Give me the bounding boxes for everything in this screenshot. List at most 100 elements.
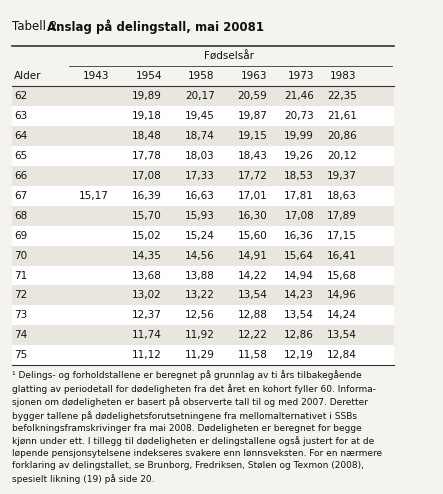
Text: 1943: 1943 — [83, 71, 109, 82]
Text: 19,26: 19,26 — [284, 151, 314, 161]
Text: 12,37: 12,37 — [132, 310, 162, 320]
Text: 15,24: 15,24 — [185, 231, 215, 241]
Text: 1958: 1958 — [188, 71, 215, 82]
Text: 75: 75 — [14, 350, 27, 360]
Bar — [12, 106, 394, 126]
Text: 14,56: 14,56 — [185, 250, 215, 261]
Text: 18,03: 18,03 — [185, 151, 215, 161]
Text: 15,02: 15,02 — [132, 231, 162, 241]
Bar — [12, 305, 394, 325]
Text: 13,54: 13,54 — [237, 290, 268, 300]
Text: 1983: 1983 — [330, 71, 357, 82]
Text: 63: 63 — [14, 111, 27, 121]
Text: 12,22: 12,22 — [237, 330, 268, 340]
Text: 11,74: 11,74 — [132, 330, 162, 340]
Text: 14,35: 14,35 — [132, 250, 162, 261]
Text: 20,73: 20,73 — [284, 111, 314, 121]
Text: 18,48: 18,48 — [132, 131, 162, 141]
Text: 65: 65 — [14, 151, 27, 161]
Bar — [12, 86, 394, 106]
Text: 74: 74 — [14, 330, 27, 340]
Text: 13,54: 13,54 — [284, 310, 314, 320]
Text: 18,74: 18,74 — [185, 131, 215, 141]
Text: 15,17: 15,17 — [79, 191, 109, 201]
Text: Anslag på delingstall, mai 20081: Anslag på delingstall, mai 20081 — [47, 20, 264, 35]
Text: 11,29: 11,29 — [185, 350, 215, 360]
Text: 17,33: 17,33 — [185, 171, 215, 181]
Text: 11,92: 11,92 — [185, 330, 215, 340]
Bar — [12, 286, 394, 305]
Text: 11,12: 11,12 — [132, 350, 162, 360]
Text: 20,86: 20,86 — [327, 131, 357, 141]
Text: 15,70: 15,70 — [132, 211, 162, 221]
Text: 16,39: 16,39 — [132, 191, 162, 201]
Text: Alder: Alder — [14, 71, 42, 82]
Text: 12,86: 12,86 — [284, 330, 314, 340]
Text: 11,58: 11,58 — [237, 350, 268, 360]
Text: 19,37: 19,37 — [327, 171, 357, 181]
Text: 20,59: 20,59 — [238, 91, 268, 101]
Text: 19,99: 19,99 — [284, 131, 314, 141]
Bar — [12, 206, 394, 226]
Text: 19,15: 19,15 — [237, 131, 268, 141]
Text: 19,18: 19,18 — [132, 111, 162, 121]
Text: 18,53: 18,53 — [284, 171, 314, 181]
Text: 13,54: 13,54 — [327, 330, 357, 340]
Text: 14,24: 14,24 — [327, 310, 357, 320]
Text: 64: 64 — [14, 131, 27, 141]
Text: 19,87: 19,87 — [237, 111, 268, 121]
Text: 70: 70 — [14, 250, 27, 261]
Text: 17,78: 17,78 — [132, 151, 162, 161]
Text: 71: 71 — [14, 271, 27, 281]
Text: 1963: 1963 — [241, 71, 268, 82]
Text: 13,68: 13,68 — [132, 271, 162, 281]
Text: 14,23: 14,23 — [284, 290, 314, 300]
Bar — [12, 146, 394, 166]
Text: 17,01: 17,01 — [238, 191, 268, 201]
Text: 67: 67 — [14, 191, 27, 201]
Bar — [12, 345, 394, 365]
Text: 20,17: 20,17 — [185, 91, 215, 101]
Text: 17,72: 17,72 — [237, 171, 268, 181]
Bar — [12, 126, 394, 146]
Text: 73: 73 — [14, 310, 27, 320]
Bar — [12, 166, 394, 186]
Bar — [12, 325, 394, 345]
Text: 17,89: 17,89 — [327, 211, 357, 221]
Text: 18,63: 18,63 — [327, 191, 357, 201]
Text: 12,19: 12,19 — [284, 350, 314, 360]
Text: 15,60: 15,60 — [238, 231, 268, 241]
Text: 17,08: 17,08 — [284, 211, 314, 221]
Text: 14,91: 14,91 — [237, 250, 268, 261]
Text: 16,36: 16,36 — [284, 231, 314, 241]
Text: 12,88: 12,88 — [237, 310, 268, 320]
Text: Tabell 2.: Tabell 2. — [12, 20, 65, 33]
Text: ¹ Delings- og forholdstallene er beregnet på grunnlag av ti års tilbakegående
gl: ¹ Delings- og forholdstallene er beregne… — [12, 370, 382, 484]
Text: 17,81: 17,81 — [284, 191, 314, 201]
Text: 15,93: 15,93 — [185, 211, 215, 221]
Text: 19,89: 19,89 — [132, 91, 162, 101]
Text: 21,46: 21,46 — [284, 91, 314, 101]
Text: 13,22: 13,22 — [185, 290, 215, 300]
Text: 12,84: 12,84 — [327, 350, 357, 360]
Text: 66: 66 — [14, 171, 27, 181]
Bar — [12, 226, 394, 246]
Text: 19,45: 19,45 — [185, 111, 215, 121]
Text: 16,63: 16,63 — [185, 191, 215, 201]
Text: 1973: 1973 — [288, 71, 314, 82]
Text: 14,94: 14,94 — [284, 271, 314, 281]
Text: 17,15: 17,15 — [327, 231, 357, 241]
Bar — [12, 246, 394, 266]
Text: 1954: 1954 — [136, 71, 162, 82]
Text: 15,68: 15,68 — [327, 271, 357, 281]
Text: 69: 69 — [14, 231, 27, 241]
Text: 72: 72 — [14, 290, 27, 300]
Text: 62: 62 — [14, 91, 27, 101]
Text: 16,41: 16,41 — [327, 250, 357, 261]
Text: 16,30: 16,30 — [238, 211, 268, 221]
Bar — [12, 186, 394, 206]
Text: 68: 68 — [14, 211, 27, 221]
Text: 21,61: 21,61 — [327, 111, 357, 121]
Text: 13,02: 13,02 — [132, 290, 162, 300]
Text: Fødselsår: Fødselsår — [204, 51, 254, 62]
